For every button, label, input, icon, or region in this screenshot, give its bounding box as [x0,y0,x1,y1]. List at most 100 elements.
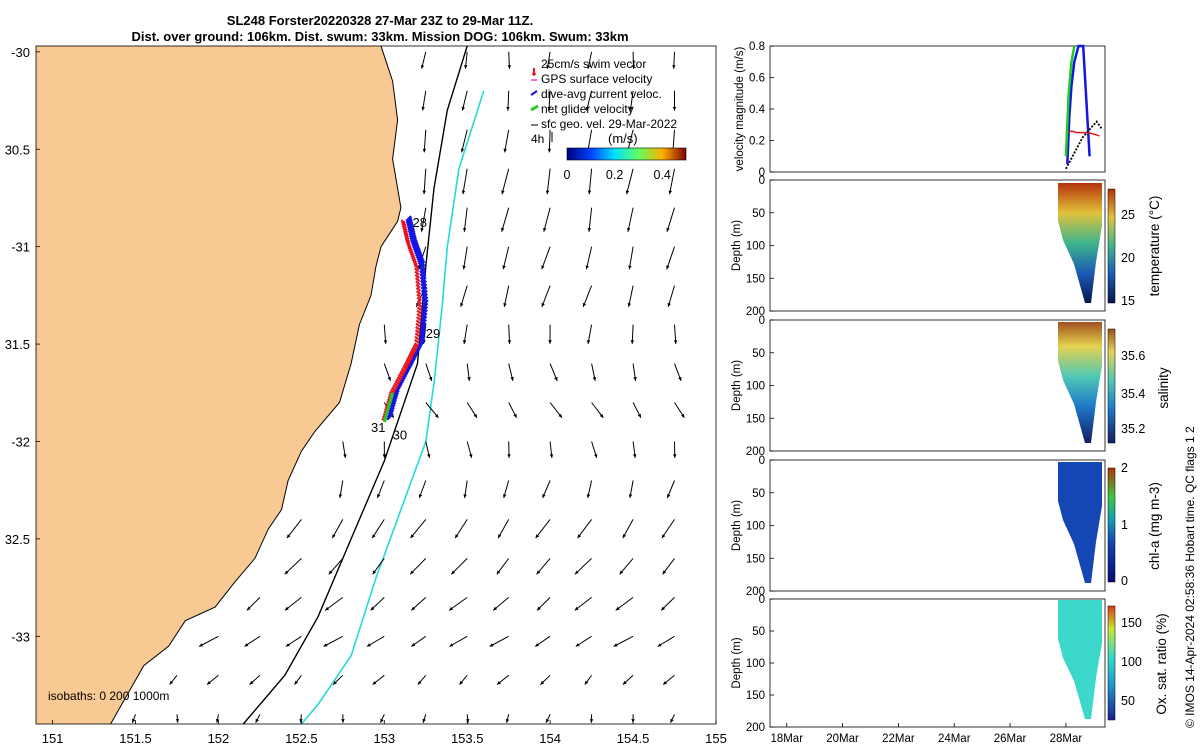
geo-arrow-78 [549,441,554,458]
geo-arrow-61 [549,363,558,382]
dive-avg-vector-0 [405,215,413,223]
chlorophyll-panel: 2 1 0 chl-a (mg m-3) [769,459,1162,592]
geo-arrow-76 [466,441,473,459]
swim-vector-7 [403,231,409,237]
geo-arrow-154 [422,714,427,723]
swim-vector-56 [406,357,412,363]
dive-avg-vector-9 [409,231,416,239]
map-y-ticks: -30 30.5 -31 31.5 -32 32.5 -33 [5,45,40,644]
swim-vector-14 [406,244,413,250]
vel-y-tick-0: 0 [759,167,765,179]
geo-arrow-100 [661,519,675,539]
swim-vector-31 [415,287,422,292]
geo-arrow-96 [497,519,510,539]
dive-avg-vector-18 [414,248,422,256]
geo-arrow-73 [342,441,347,458]
swim-vector-32 [416,290,422,295]
map-x-tick-0: 151 [42,731,64,746]
geo-arrow-15 [460,129,468,153]
geo-arrow-33 [627,207,634,232]
swim-vector-42 [415,322,421,328]
swim-vector-47 [414,338,420,344]
geo-arrow-17 [547,129,552,153]
oxygen-cbar-tick-0: 150 [1121,616,1142,630]
geo-arrow-130 [534,635,551,647]
geo-arrow-36 [462,246,468,270]
dive-avg-vector-31 [420,283,428,290]
net-glider-velocity [382,392,395,423]
geo-arrow-82 [338,480,344,499]
swim-vector-30 [415,283,421,289]
temperature-cbar-tick-1: 20 [1121,251,1135,265]
map-panel: 151 151.5 152 152.5 153 153.5 154 154.5 155 -30 3… [5,45,727,746]
swim-vector-3 [401,224,408,230]
temperature-cbar-tick-0: 25 [1121,208,1135,222]
geo-arrow-147 [131,714,136,723]
swim-vector-61 [401,367,407,373]
dive-avg-vector-28 [419,273,427,280]
dive-avg-vector-36 [421,299,429,306]
legend-dive-label: dive-avg current veloc. [541,87,662,101]
geo-arrow-11 [585,90,593,111]
geo-arrow-124 [285,635,302,647]
geo-arrow-24 [545,168,551,195]
map-x-tick-5: 153.5 [451,731,484,746]
geo-arrow-156 [505,714,510,723]
salinity-colorbar [1107,328,1116,444]
swim-vector-34 [416,296,422,302]
temperature-cbar-tick-2: 15 [1121,294,1135,308]
temperature-colorbar [1107,188,1116,304]
geo-arrow-158 [589,714,594,723]
geo-arrow-85 [463,480,468,499]
dive-avg-vector-73 [393,389,400,397]
geo-arrow-136 [249,674,261,685]
oxygen-depth-tick-3: 150 [746,690,765,702]
geo-arrow-148 [175,714,180,723]
dive-avg-vector-43 [419,322,427,329]
geo-arrow-40 [628,246,634,270]
time-x-tick-1: 20Mar [826,733,859,745]
time-x-tick-4: 26Mar [994,733,1027,745]
dive-avg-vector-83 [386,413,393,421]
geo-arrow-54 [586,324,593,344]
swim-vector-54 [408,353,414,359]
geo-arrow-125 [323,635,344,647]
geo-arrow-126 [366,635,385,647]
chlorophyll-depth-tick-3: 150 [746,553,765,565]
geo-arrow-0 [420,51,427,69]
geo-arrow-38 [541,246,551,270]
legend-time-label: 4h [531,132,544,146]
legend-geo-label: sfc geo. vel. 29-Mar-2022 [541,117,677,131]
dive-avg-vector-34 [421,292,429,300]
geo-arrow-88 [586,480,593,499]
day-label-1: 29 [426,326,440,341]
swim-vector-39 [416,313,422,318]
geo-arrow-132 [613,635,634,647]
geo-arrow-7 [421,90,427,111]
geo-arrow-155 [466,714,470,723]
legend-swim-label: 25cm/s swim vector [541,57,646,71]
geo-arrow-112 [284,597,302,611]
geo-arrow-67 [466,402,478,419]
map-x-tick-8: 155 [705,731,727,746]
velocity-series-dive [1066,44,1091,165]
salinity-cbar-tick-0: 35.6 [1121,349,1145,363]
geo-arrow-58 [425,363,433,382]
swim-vector-11 [405,239,411,244]
geo-arrow-68 [508,402,518,419]
time-x-tick-0: 18Mar [770,733,803,745]
geo-arrow-48 [667,285,675,308]
colorbar-unit-label: (m/s) [608,131,638,146]
velocity-y-ticks: 0 0.2 0.4 0.6 0.8 [749,41,774,179]
swim-vector-68 [393,382,399,388]
swim-vector-70 [391,386,397,392]
geo-arrow-117 [492,597,510,611]
geo-arrow-56 [673,324,678,344]
temperature-depth-tick-0: 0 [759,175,765,187]
chlorophyll-depth-label: Depth (m) [731,500,743,551]
legend-gps-label: GPS surface velocity [541,72,652,86]
geo-arrow-97 [535,519,551,539]
dive-avg-vector-38 [421,305,429,313]
swim-vector-51 [410,348,417,353]
map-x-tick-7: 154.5 [617,731,650,746]
